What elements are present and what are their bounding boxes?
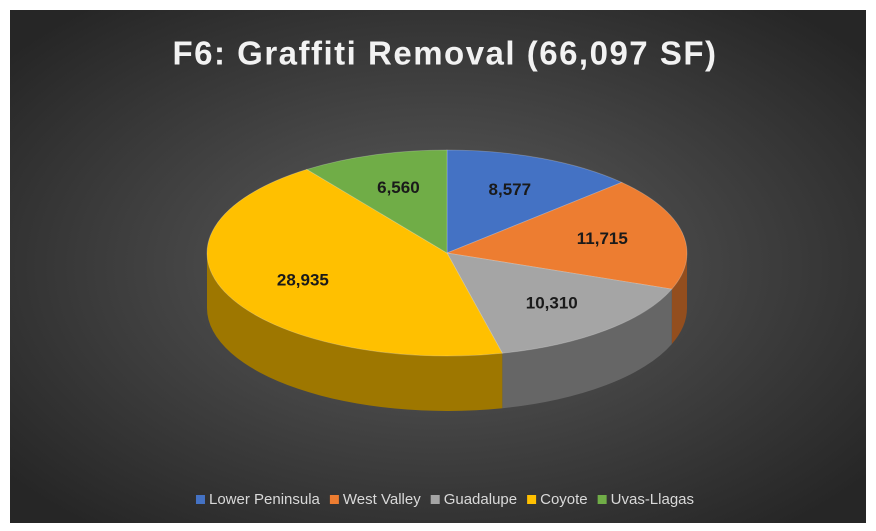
data-label: 8,577 [489,180,532,199]
data-labels: 8,577 11,715 10,310 28,935 6,560 [277,178,628,313]
pie-sides [207,253,687,411]
chart-title: F6: Graffiti Removal (66,097 SF) [173,35,718,72]
legend-swatch [195,495,205,504]
legend-swatch [329,495,339,504]
pie-slice [206,168,503,357]
legend-label: West Valley [343,491,421,508]
pie-side [671,253,687,345]
data-label: 6,560 [377,178,420,197]
legend-label: Lower Peninsula [209,491,321,508]
legend-swatch [430,495,440,504]
legend-label: Uvas-Llagas [611,491,694,508]
legend: Lower Peninsula West Valley Guadalupe Coyot… [195,491,694,508]
legend-item: Coyote [527,491,588,508]
pie-slice [445,181,688,290]
legend-label: Coyote [540,491,588,508]
data-label: 11,715 [577,229,628,248]
legend-item: Uvas-Llagas [597,491,694,508]
legend-item: Lower Peninsula [195,491,321,508]
pie-slice [305,149,448,254]
data-label: 10,310 [526,293,578,312]
legend-item: Guadalupe [430,491,517,508]
pie-side [207,253,503,411]
pie-tops [206,149,688,357]
data-label: 28,935 [277,271,329,290]
pie-side [502,289,672,409]
legend-swatch [597,495,607,504]
legend-swatch [527,495,537,504]
pie-slice [446,252,673,354]
legend-label: Guadalupe [444,491,517,508]
legend-item: West Valley [329,491,421,508]
pie-slice [446,149,623,254]
